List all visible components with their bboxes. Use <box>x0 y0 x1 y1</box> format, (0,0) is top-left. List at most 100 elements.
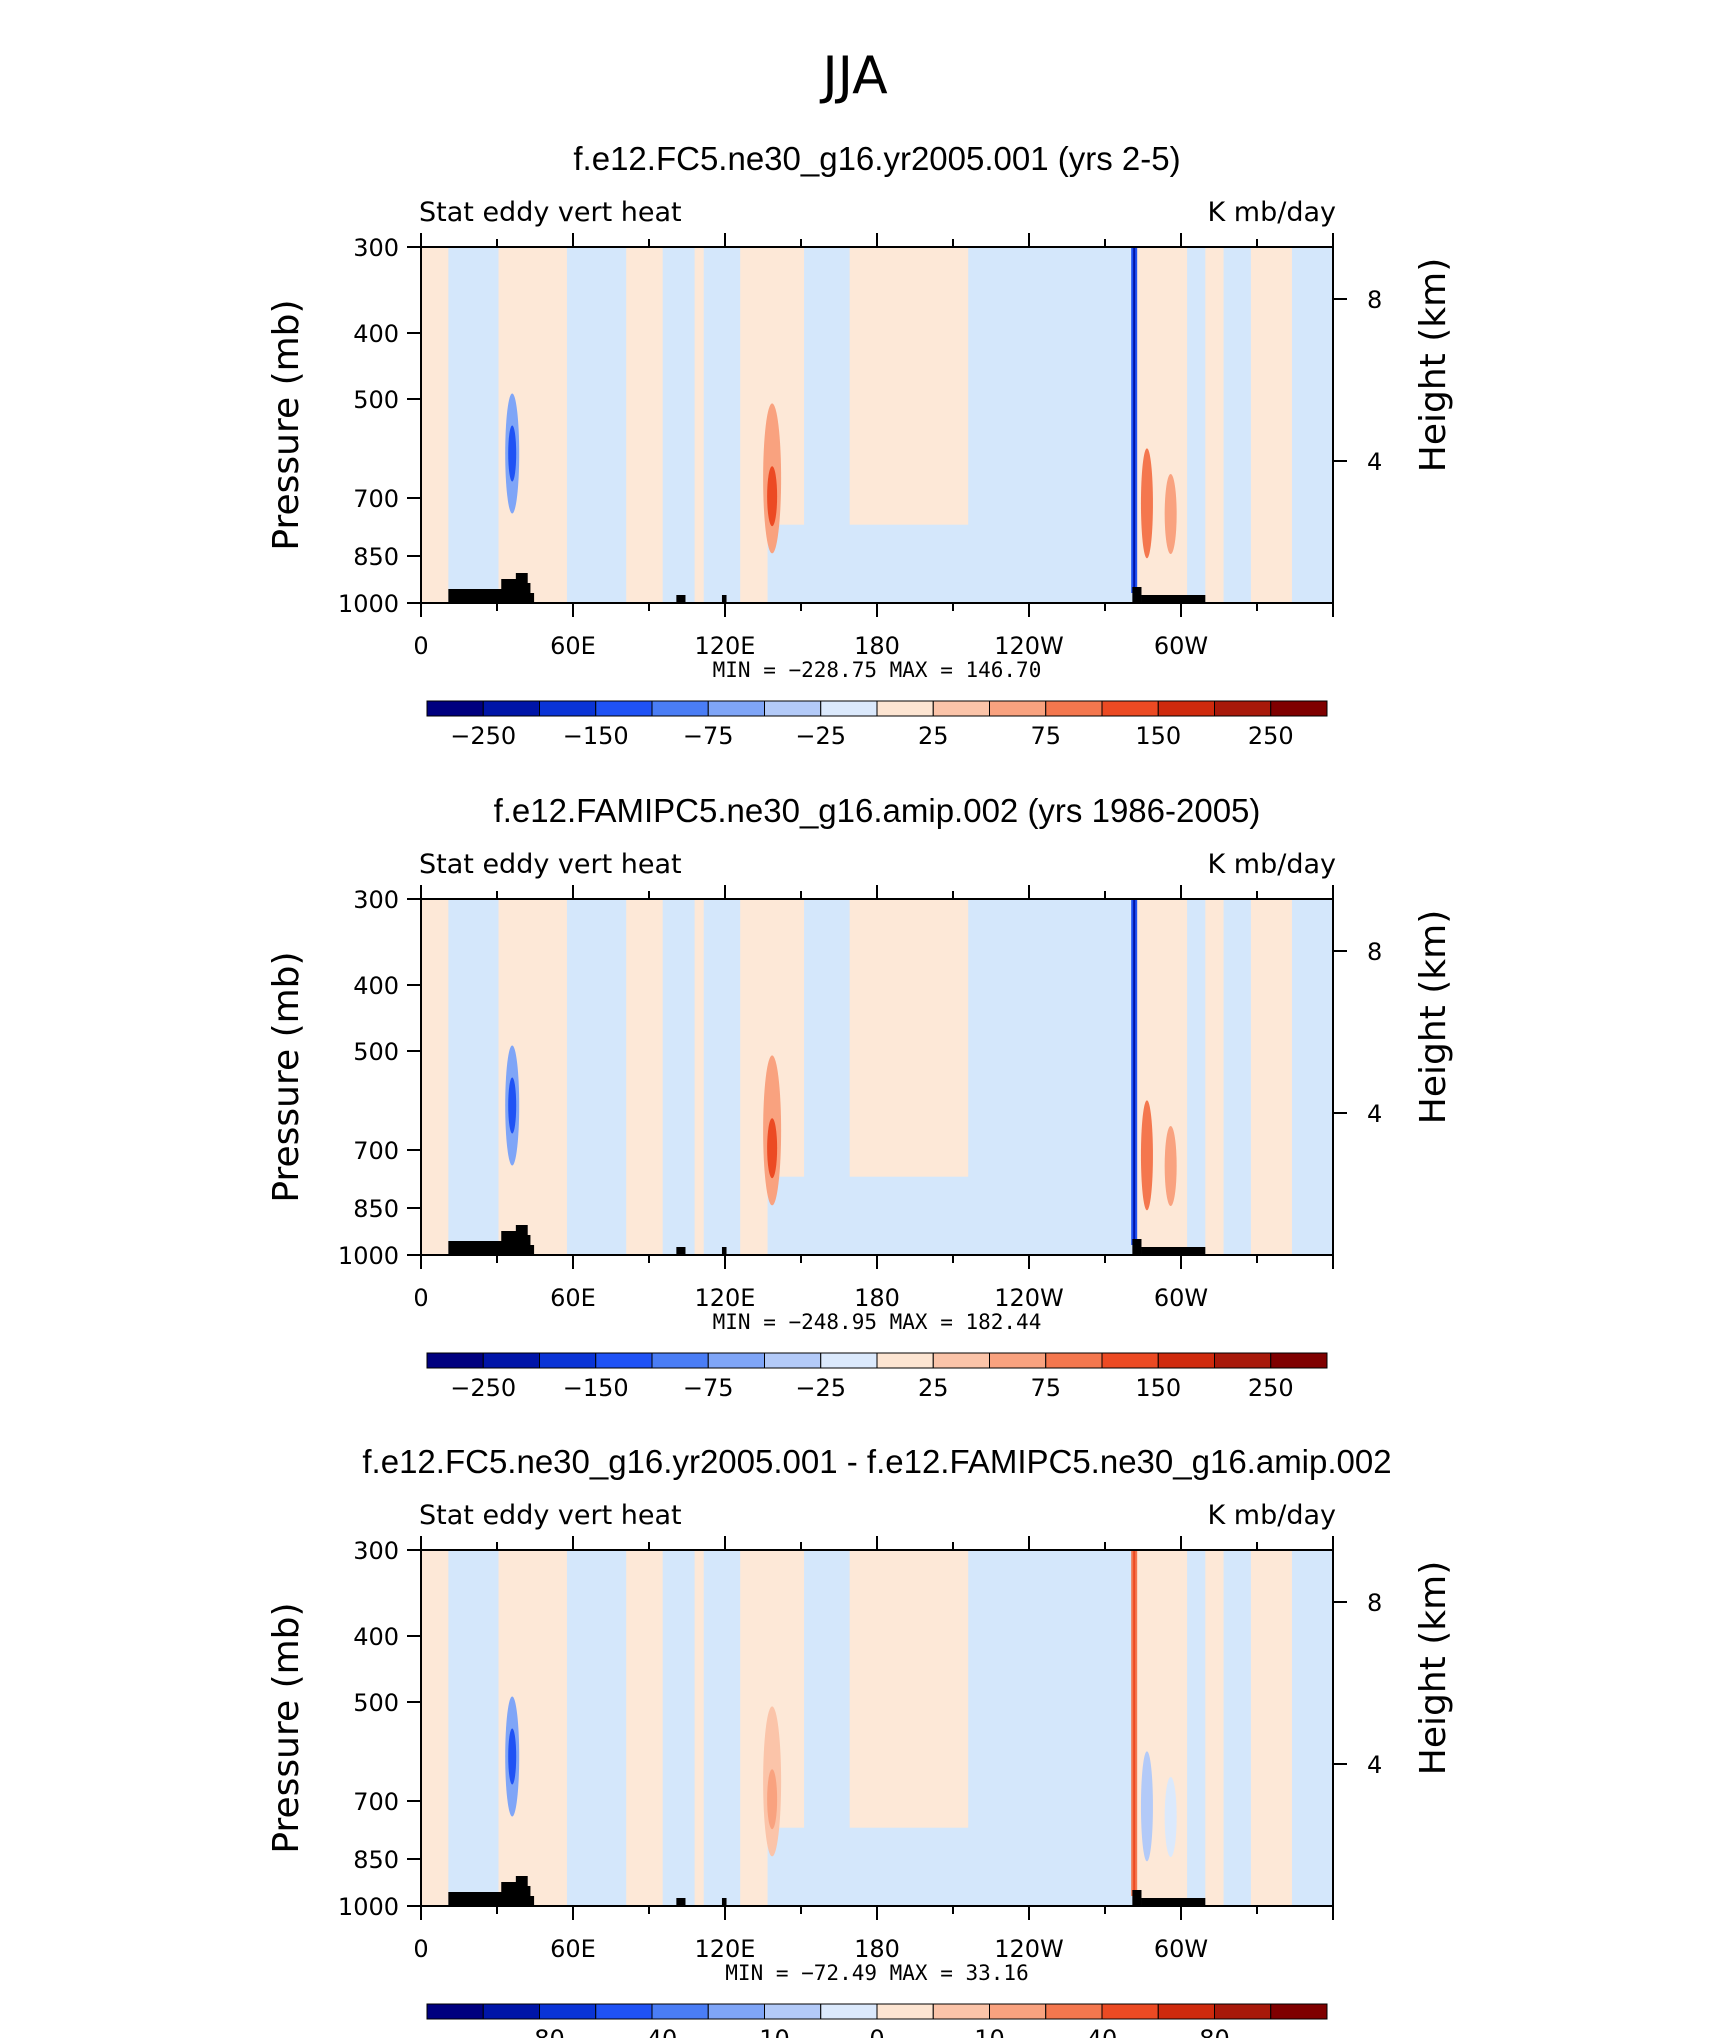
topography <box>721 1898 727 1906</box>
colorbar-swatch <box>764 1352 822 1369</box>
y-tick-label: 300 <box>353 886 399 914</box>
colorbar-swatch <box>1101 2003 1159 2020</box>
colorbar-label: −150 <box>563 1374 629 1402</box>
colorbar <box>426 1352 1328 1369</box>
figure-title: JJA <box>819 46 888 106</box>
colorbar-swatch <box>595 1352 653 1369</box>
colorbar-swatch <box>876 2003 934 2020</box>
colorbar-label: 10 <box>974 2025 1005 2038</box>
y-axis-title: Pressure (mb) <box>266 951 307 1202</box>
colorbar-swatch <box>539 2003 597 2020</box>
y-tick-label: 700 <box>353 1137 399 1165</box>
topography <box>1141 1898 1206 1906</box>
colorbar-swatch <box>820 700 878 717</box>
colorbar-swatch <box>932 1352 990 1369</box>
colorbar-swatch <box>1157 1352 1215 1369</box>
y-right-axis-title: Height (km) <box>1413 1561 1454 1775</box>
negative-region <box>662 1550 695 1906</box>
chart-panel-3: f.e12.FC5.ne30_g16.yr2005.001 - f.e12.FA… <box>266 1443 1454 2038</box>
colorbar-swatch <box>1214 700 1272 717</box>
topography <box>1132 1239 1142 1255</box>
colorbar-swatch <box>989 1352 1047 1369</box>
y-right-tick-label: 4 <box>1367 1100 1382 1128</box>
x-tick-label: 60E <box>550 1935 596 1963</box>
y-tick-label: 700 <box>353 1788 399 1816</box>
negative-region <box>767 524 1133 603</box>
negative-region <box>1223 1550 1251 1906</box>
low-level-plume-core <box>767 1118 778 1179</box>
colorbar-swatch <box>989 2003 1047 2020</box>
y-right-axis-title: Height (km) <box>1413 910 1454 1124</box>
low-level-plume-core <box>508 1077 517 1134</box>
x-tick-label: 180 <box>854 632 900 660</box>
colorbar-swatch <box>651 2003 709 2020</box>
y-tick-label: 500 <box>353 386 399 414</box>
colorbar-swatch <box>1270 700 1328 717</box>
field-label: Stat eddy vert heat <box>419 849 682 880</box>
colorbar-label: 25 <box>918 1374 949 1402</box>
negative-region <box>1187 247 1206 603</box>
colorbar-swatch <box>932 700 990 717</box>
x-tick-label: 0 <box>413 632 428 660</box>
colorbar-label: −75 <box>683 722 734 750</box>
y-right-tick-label: 8 <box>1367 938 1382 966</box>
low-level-plume-core <box>767 466 778 527</box>
colorbar-swatch <box>820 2003 878 2020</box>
colorbar-label: −150 <box>563 722 629 750</box>
low-level-plume <box>1164 1777 1177 1857</box>
colorbar-swatch <box>539 700 597 717</box>
contour-field <box>421 247 1333 603</box>
colorbar-label: 250 <box>1248 722 1294 750</box>
y-right-tick-label: 8 <box>1367 286 1382 314</box>
y-right-tick-label: 4 <box>1367 448 1382 476</box>
topography <box>515 1876 528 1906</box>
panel-title: f.e12.FAMIPC5.ne30_g16.amip.002 (yrs 198… <box>494 792 1261 829</box>
y-axis-title: Pressure (mb) <box>266 1602 307 1853</box>
topography <box>527 1896 535 1906</box>
x-tick-label: 120W <box>994 632 1064 660</box>
colorbar-swatch <box>1045 1352 1103 1369</box>
y-right-axis-title: Height (km) <box>1413 258 1454 472</box>
low-level-plume <box>1164 1126 1177 1206</box>
negative-region <box>1291 247 1333 603</box>
colorbar-label: −250 <box>450 1374 516 1402</box>
x-tick-label: 120E <box>695 1935 756 1963</box>
x-tick-label: 60E <box>550 1284 596 1312</box>
low-level-plume-core <box>767 1769 778 1830</box>
colorbar-swatch <box>1270 1352 1328 1369</box>
colorbar-swatch <box>707 700 765 717</box>
vertical-anomaly-core <box>1133 247 1136 593</box>
y-tick-label: 300 <box>353 234 399 262</box>
y-axis-title: Pressure (mb) <box>266 299 307 550</box>
negative-region <box>1187 899 1206 1255</box>
x-tick-label: 120E <box>695 632 756 660</box>
colorbar-swatch <box>932 2003 990 2020</box>
colorbar-label: −25 <box>795 722 846 750</box>
contour-field <box>421 1550 1333 1906</box>
negative-region <box>566 247 627 603</box>
colorbar-swatch <box>764 700 822 717</box>
colorbar-swatch <box>989 700 1047 717</box>
colorbar-label: −80 <box>514 2025 565 2038</box>
y-tick-label: 500 <box>353 1689 399 1717</box>
topography <box>1132 1890 1142 1906</box>
low-level-plume-core <box>508 1728 517 1785</box>
y-tick-label: 1000 <box>338 590 399 618</box>
colorbar-label: 80 <box>1199 2025 1230 2038</box>
negative-region <box>662 247 695 603</box>
x-tick-label: 60E <box>550 632 596 660</box>
colorbar-label: 75 <box>1030 722 1061 750</box>
colorbar-swatch <box>426 700 484 717</box>
negative-region <box>703 899 741 1255</box>
topography <box>527 593 535 603</box>
units-label: K mb/day <box>1208 849 1337 880</box>
negative-region <box>703 1550 741 1906</box>
colorbar-swatch <box>426 1352 484 1369</box>
colorbar-swatch <box>1045 700 1103 717</box>
x-tick-label: 180 <box>854 1935 900 1963</box>
colorbar-swatch <box>482 1352 540 1369</box>
negative-region <box>767 1176 1133 1255</box>
colorbar-swatch <box>651 1352 709 1369</box>
vertical-anomaly-core <box>1133 899 1136 1245</box>
